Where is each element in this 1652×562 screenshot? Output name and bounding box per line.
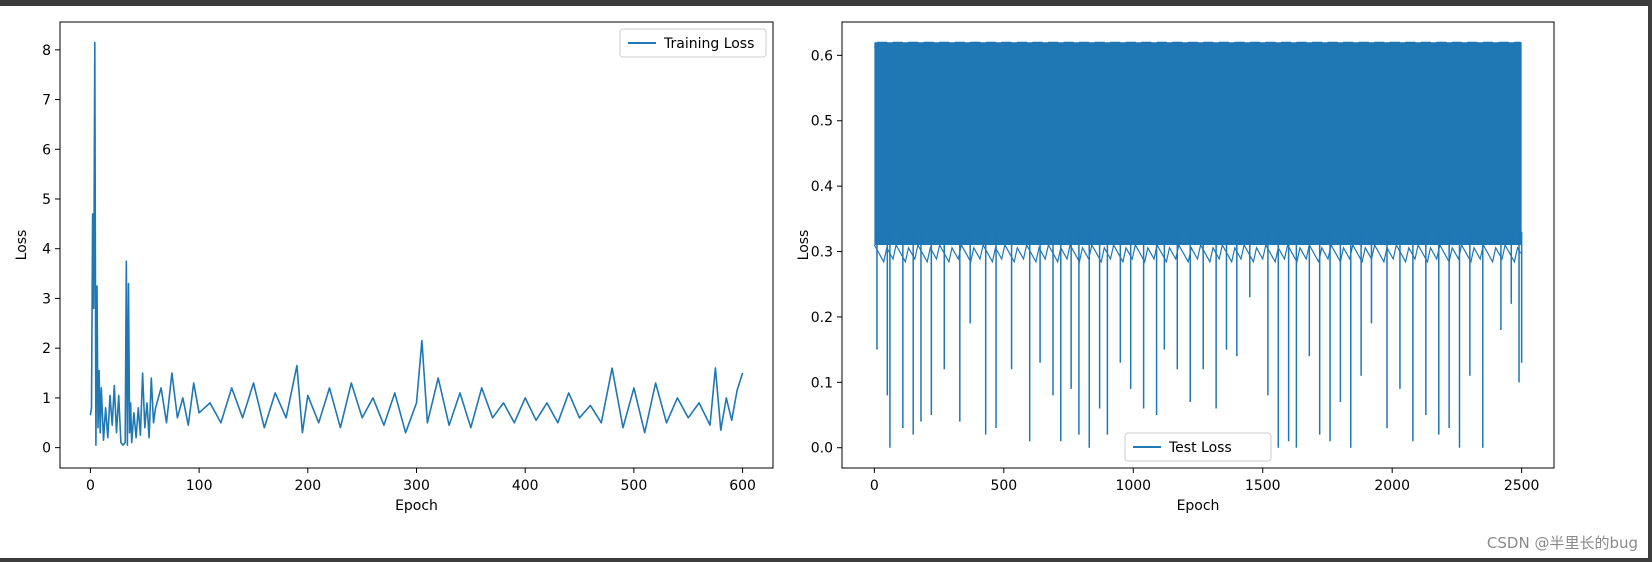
- x-tick-label: 0: [870, 478, 879, 494]
- x-tick-label: 300: [403, 478, 430, 494]
- test-loss-axes: 0 500 1000 1500 2000 2500 0.0 0.1 0.2 0.3 0.4 0.5 0.…: [796, 22, 1554, 514]
- x-tick-label: 400: [512, 478, 539, 494]
- x-tick-label: 2500: [1504, 478, 1540, 494]
- x-tick-label: 200: [294, 478, 321, 494]
- training-y-axis-label: Loss: [14, 230, 30, 261]
- test-loss-band-bottom: [874, 245, 1520, 262]
- test-x-axis-label: Epoch: [1177, 498, 1220, 514]
- x-tick-label: 500: [621, 478, 648, 494]
- y-tick-label: 0.0: [811, 441, 833, 457]
- x-tick-label: 100: [186, 478, 213, 494]
- watermark-text: CSDN @半里长的bug: [1487, 532, 1638, 553]
- training-loss-axes: 0 100 200 300 400 500 600 0 1 2 3 4 5 6 7 8 Epoch Loss Tra…: [14, 22, 773, 514]
- x-tick-label: 1000: [1115, 478, 1151, 494]
- y-tick-label: 0: [42, 441, 51, 457]
- y-tick-label: 0.4: [811, 179, 833, 195]
- test-loss-band: [874, 42, 1521, 245]
- training-x-axis-label: Epoch: [395, 498, 438, 514]
- y-tick-label: 2: [42, 341, 51, 357]
- figure-canvas: 0 100 200 300 400 500 600 0 1 2 3 4 5 6 7 8 Epoch Loss Tra…: [0, 6, 1648, 558]
- y-tick-label: 6: [42, 142, 51, 158]
- y-tick-label: 0.5: [811, 114, 833, 130]
- training-legend: Training Loss: [620, 29, 766, 57]
- y-tick-label: 4: [42, 242, 51, 258]
- x-tick-label: 500: [990, 478, 1017, 494]
- x-tick-label: 1500: [1245, 478, 1281, 494]
- x-tick-label: 0: [86, 478, 95, 494]
- y-tick-label: 3: [42, 291, 51, 307]
- y-tick-label: 7: [42, 93, 51, 109]
- training-loss-line: [90, 42, 742, 445]
- legend-label: Test Loss: [1168, 440, 1232, 456]
- figure-svg: 0 100 200 300 400 500 600 0 1 2 3 4 5 6 7 8 Epoch Loss Tra…: [0, 6, 1648, 558]
- y-tick-label: 0.1: [811, 375, 833, 391]
- y-tick-label: 0.2: [811, 310, 833, 326]
- x-tick-label: 600: [729, 478, 756, 494]
- test-y-axis-label: Loss: [796, 230, 812, 261]
- y-tick-label: 1: [42, 391, 51, 407]
- legend-label: Training Loss: [663, 36, 754, 52]
- x-tick-label: 2000: [1374, 478, 1410, 494]
- y-tick-label: 5: [42, 192, 51, 208]
- y-tick-label: 0.6: [811, 48, 833, 64]
- test-legend: Test Loss: [1125, 433, 1271, 461]
- y-tick-label: 8: [42, 43, 51, 59]
- y-tick-label: 0.3: [811, 245, 833, 261]
